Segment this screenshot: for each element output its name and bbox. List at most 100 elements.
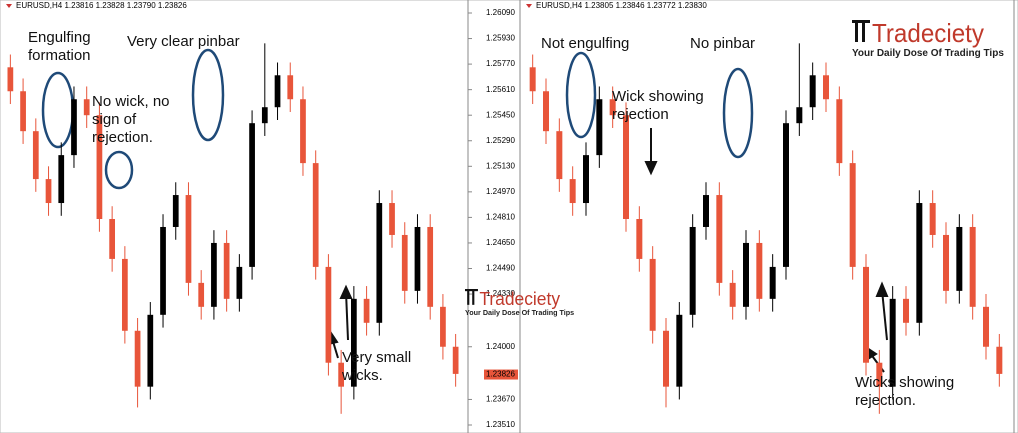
logo-t-stem	[467, 289, 470, 305]
candle-body	[45, 179, 52, 204]
ohlc: 1.23805 1.23846 1.23772 1.23830	[584, 1, 707, 10]
candle-body	[903, 298, 909, 323]
candle-body	[769, 266, 776, 299]
y-tick-label: 1.24490	[486, 264, 515, 273]
candle-body	[663, 330, 669, 387]
annotation-line: Engulfing	[28, 29, 91, 46]
candle-body	[376, 203, 383, 323]
candle-body	[983, 306, 989, 347]
annotation-line: rejection.	[855, 392, 916, 409]
y-tick-label: 1.24970	[486, 187, 515, 196]
arrow-head	[339, 284, 353, 299]
logo-t-bar	[465, 289, 478, 292]
candle-body	[58, 155, 65, 204]
arrow-head	[875, 281, 889, 297]
candle-body	[172, 195, 179, 227]
candle-body	[783, 123, 789, 267]
annotation-line: Very small	[342, 349, 411, 366]
price-label: 1.23826	[486, 370, 515, 379]
annotation-line: Not engulfing	[541, 35, 629, 52]
candle-body	[312, 163, 319, 267]
candle-body	[325, 266, 332, 363]
candle-body	[249, 123, 255, 267]
logo-t-stem	[862, 20, 865, 42]
annotation-line: rejection.	[92, 129, 153, 146]
candle-body	[716, 195, 723, 283]
candle-body	[121, 258, 128, 331]
annotation-line: wicks.	[341, 367, 383, 384]
annotation: Wick showing rejection	[612, 88, 704, 123]
candle-body	[185, 195, 192, 283]
price-tag	[484, 369, 518, 380]
candle-body	[623, 115, 629, 219]
annotation-line: Wick showing	[612, 88, 704, 105]
ohlc: 1.23816 1.23828 1.23790 1.23826	[64, 1, 187, 10]
annotation-line: sign of	[92, 111, 137, 128]
candle-body	[836, 99, 843, 164]
logo-t-bar	[852, 20, 870, 23]
annotation: No wick, no sign of rejection.	[92, 93, 170, 146]
arrow	[345, 291, 349, 341]
y-tick-label: 1.25290	[486, 136, 515, 145]
candle-body	[440, 306, 446, 347]
candle-body	[287, 75, 294, 100]
candle-body	[996, 346, 1003, 374]
y-tick-label: 1.24330	[486, 289, 515, 298]
candle-body	[796, 107, 803, 124]
candle-body	[350, 298, 357, 387]
candle-body	[889, 298, 896, 387]
candle-body	[109, 219, 116, 259]
candle-body	[32, 131, 39, 180]
annotation: Not engulfing	[541, 35, 629, 52]
candle-body	[849, 163, 856, 267]
candle-body	[649, 258, 656, 331]
symbol: EURUSD,H4	[536, 1, 583, 10]
brand-tagline: Your Daily Dose Of Trading Tips	[465, 308, 574, 317]
y-tick-label: 1.26090	[486, 8, 515, 17]
candle-body	[636, 219, 643, 259]
annotation: No pinbar	[690, 35, 755, 52]
annotation-line: rejection	[612, 106, 669, 123]
candle-body	[809, 75, 816, 108]
candle-body	[596, 99, 603, 156]
candle-body	[583, 155, 589, 204]
annotation: Very clear pinbar	[127, 33, 240, 50]
candle-body	[929, 203, 936, 235]
candle-body	[452, 346, 459, 374]
candle-body	[756, 242, 763, 299]
logo-t-stem	[855, 20, 858, 42]
candle-body	[211, 242, 217, 307]
annotation: Wicks showing rejection.	[855, 374, 954, 409]
chart-header: EURUSD,H4 1.23805 1.23846 1.23772 1.2383…	[536, 1, 707, 10]
brand-name: Tradeciety	[479, 288, 560, 309]
candle-body	[134, 330, 141, 387]
candle-body	[338, 362, 345, 387]
candle-body	[96, 115, 103, 219]
candle-body	[743, 242, 749, 307]
annotation: Engulfing formation	[28, 29, 91, 64]
ellipse	[565, 51, 597, 139]
annotation: Very small wicks.	[341, 349, 411, 384]
candle-body	[863, 266, 869, 363]
annotation-line: Wicks showing	[855, 374, 954, 391]
annotation-line: Very clear pinbar	[127, 33, 240, 50]
arrow	[881, 289, 888, 341]
candle-body	[569, 179, 576, 204]
candle-body	[20, 91, 26, 132]
annotation-line: No pinbar	[690, 35, 755, 52]
candle-body	[703, 195, 709, 227]
candle-body	[83, 99, 90, 116]
logo-t-stem	[472, 289, 475, 305]
candle-body	[943, 234, 949, 291]
candle-body	[7, 67, 14, 92]
dropdown-icon	[526, 4, 532, 8]
candle-body	[969, 226, 976, 307]
candle-body	[676, 314, 683, 387]
y-tick-label: 1.25770	[486, 59, 515, 68]
candle-body	[529, 67, 536, 92]
y-tick-label: 1.24000	[486, 342, 515, 351]
candle-body	[689, 226, 696, 315]
